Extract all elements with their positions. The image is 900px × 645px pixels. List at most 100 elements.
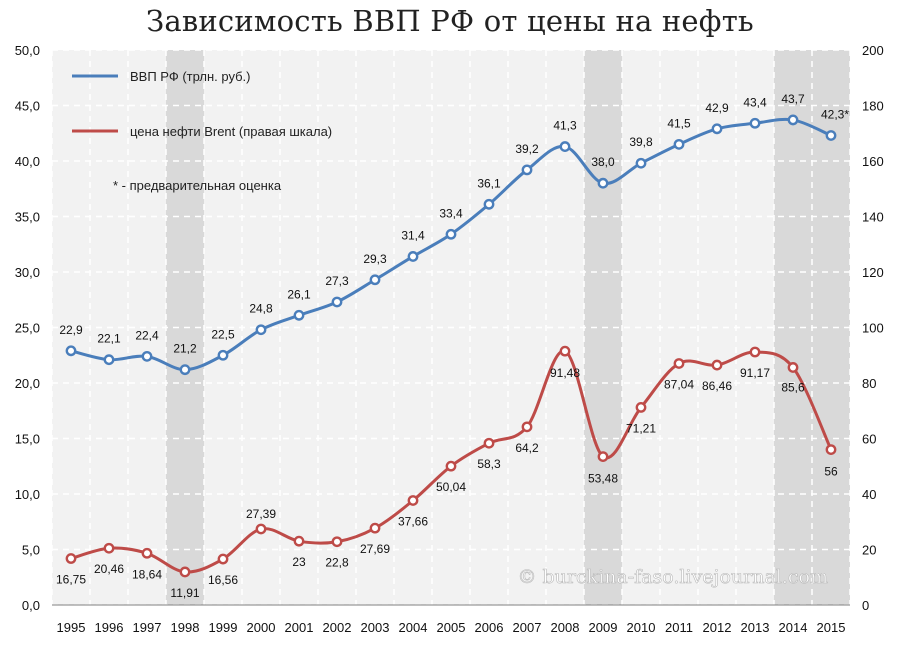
gdp-data-label: 43,4: [743, 95, 767, 109]
gdp-data-label: 22,1: [97, 332, 121, 346]
gdp-data-label: 27,3: [325, 274, 349, 288]
oil-data-point: [483, 437, 495, 449]
gdp-data-label: 42,9: [705, 101, 729, 115]
oil-data-label: 11,91: [170, 586, 199, 600]
gdp-data-point: [825, 130, 837, 141]
oil-data-label: 16,75: [56, 573, 86, 587]
x-axis-tick-label: 2000: [247, 620, 276, 635]
x-axis-tick-label: 2009: [589, 620, 618, 635]
gdp-data-point: [749, 117, 761, 129]
gdp-data-point: [483, 198, 495, 210]
gdp-data-point: [255, 324, 267, 336]
x-axis-tick-label: 1997: [133, 620, 162, 635]
legend-oil-label: цена нефти Brent (правая шкала): [130, 124, 332, 139]
gdp-data-label: 41,3: [553, 119, 577, 133]
oil-data-label: 87,04: [664, 377, 694, 391]
gdp-data-point: [559, 141, 571, 152]
watermark: © burckina-faso.livejournal.com: [517, 566, 828, 588]
oil-data-label: 27,39: [246, 507, 276, 521]
x-axis-tick-label: 2011: [665, 620, 693, 635]
x-axis-tick-label: 1999: [209, 620, 238, 635]
oil-data-point: [635, 401, 647, 413]
oil-data-point: [293, 535, 305, 547]
oil-data-point: [103, 542, 115, 554]
left-axis-tick-label: 0,0: [22, 598, 40, 613]
left-axis-tick-label: 10,0: [15, 487, 40, 502]
right-axis-tick-label: 200: [862, 43, 884, 58]
right-axis-tick-label: 120: [862, 265, 884, 280]
oil-data-point: [749, 346, 761, 358]
oil-data-point: [825, 444, 837, 455]
oil-data-label: 50,04: [436, 480, 466, 494]
gdp-data-point: [141, 350, 153, 362]
left-axis-tick-label: 35,0: [15, 210, 40, 225]
x-axis-tick-label: 2003: [361, 620, 390, 635]
oil-data-point: [331, 536, 343, 548]
gdp-data-label: 22,5: [211, 327, 235, 341]
x-axis-tick-label: 2012: [703, 620, 732, 635]
gdp-data-label: 26,1: [287, 287, 311, 301]
gdp-data-point: [331, 296, 343, 308]
right-axis-tick-label: 160: [862, 154, 884, 169]
oil-data-point: [521, 421, 533, 433]
right-axis-tick-label: 100: [862, 321, 884, 336]
chart-title: Зависимость ВВП РФ от цены на нефть: [146, 4, 754, 38]
gdp-data-point: [521, 164, 533, 176]
oil-series-line: [70, 349, 833, 574]
oil-data-label: 56: [824, 465, 838, 479]
highlight-band-2015: [812, 50, 850, 605]
gdp-data-label: 24,8: [249, 302, 273, 316]
gdp-data-point: [179, 364, 191, 376]
left-axis-tick-label: 40,0: [15, 154, 40, 169]
right-axis-tick-label: 0: [862, 598, 869, 613]
gdp-data-point: [597, 177, 609, 189]
right-axis-tick-label: 40: [862, 487, 876, 502]
gdp-data-label: 38,0: [591, 155, 615, 169]
gdp-data-label: 29,3: [363, 252, 387, 266]
gdp-data-point: [711, 123, 723, 135]
oil-data-point: [255, 523, 267, 535]
left-axis-tick-label: 25,0: [15, 321, 40, 336]
oil-data-label: 58,3: [477, 457, 501, 471]
oil-data-label: 22,8: [325, 556, 349, 570]
oil-data-label: 71,21: [626, 421, 656, 435]
gdp-data-label: 41,5: [667, 116, 691, 130]
legend-gdp-label: ВВП РФ (трлн. руб.): [130, 69, 251, 84]
oil-data-label: 91,48: [550, 366, 580, 380]
gdp-data-point: [673, 138, 685, 150]
oil-data-label: 53,48: [588, 472, 618, 486]
oil-data-label: 86,46: [702, 379, 732, 393]
oil-data-point: [407, 495, 419, 506]
gdp-data-label: 31,4: [401, 228, 425, 242]
legend-note: * - предварительная оценка: [113, 178, 282, 193]
gdp-data-point: [293, 309, 305, 321]
gdp-data-point: [369, 274, 381, 286]
right-axis-tick-label: 140: [862, 210, 884, 225]
right-axis-tick-label: 180: [862, 99, 884, 114]
x-axis-tick-label: 1996: [95, 620, 124, 635]
oil-data-point: [597, 451, 609, 462]
oil-data-label: 27,69: [360, 542, 390, 556]
oil-data-label: 16,56: [208, 573, 238, 587]
gdp-data-point: [217, 349, 229, 361]
gdp-data-point: [65, 345, 77, 357]
oil-data-label: 37,66: [398, 514, 428, 528]
x-axis-tick-label: 2013: [741, 620, 770, 635]
oil-data-label: 23: [292, 555, 306, 569]
left-axis-tick-label: 20,0: [15, 376, 40, 391]
gdp-data-point: [103, 354, 115, 366]
oil-data-label: 85,6: [781, 380, 805, 394]
x-axis-tick-label: 2001: [285, 620, 314, 635]
left-axis-tick-label: 5,0: [22, 543, 40, 558]
x-axis-tick-label: 2010: [627, 620, 656, 635]
x-axis-tick-label: 2002: [323, 620, 352, 635]
gdp-data-label: 39,2: [515, 142, 539, 156]
oil-data-point: [141, 547, 153, 559]
x-axis-tick-label: 2005: [437, 620, 466, 635]
left-axis-tick-label: 50,0: [15, 43, 40, 58]
x-axis-tick-label: 2014: [779, 620, 808, 635]
oil-data-label: 18,64: [132, 567, 162, 581]
x-axis-tick-label: 1998: [171, 620, 200, 635]
right-axis-tick-label: 80: [862, 376, 876, 391]
